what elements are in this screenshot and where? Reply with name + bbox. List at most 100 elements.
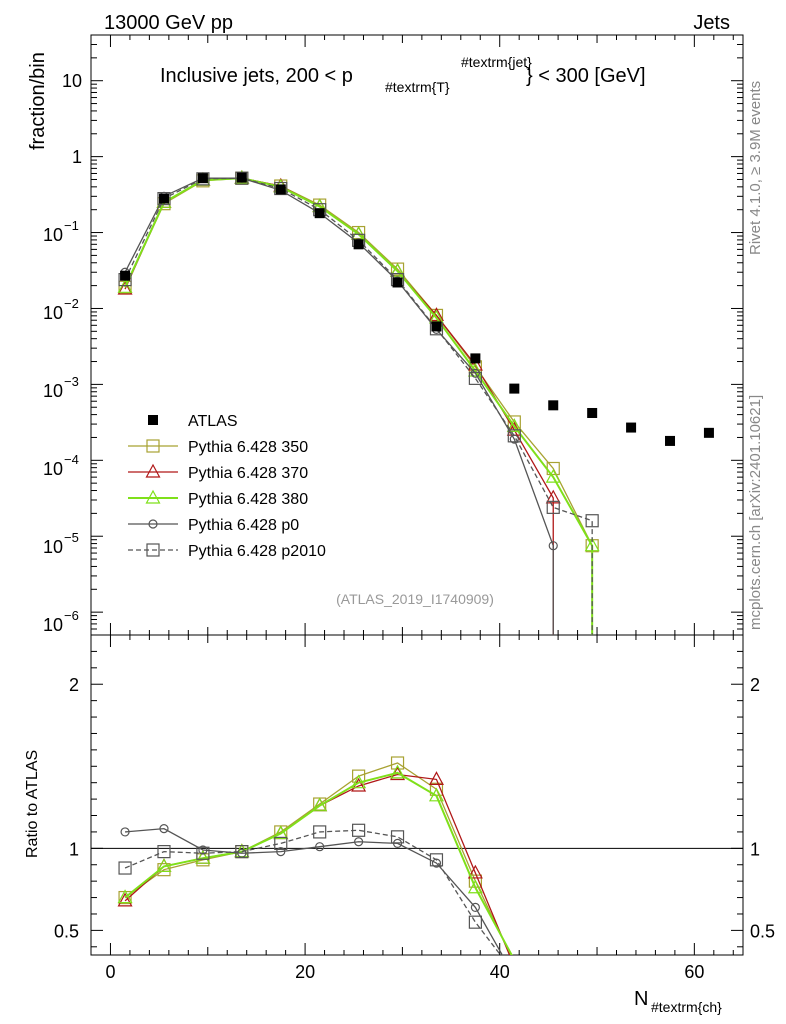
ratio-data-point (467, 879, 483, 894)
series-atlas (120, 172, 714, 446)
ytick-label-1: 1 (72, 147, 82, 167)
ratio-data-point (390, 830, 405, 844)
data-point (584, 537, 600, 552)
ytick-exp-em1: −1 (64, 218, 79, 233)
data-point (392, 277, 403, 288)
ratio-data-point (118, 861, 132, 875)
ytick-exp-em6: −6 (64, 608, 79, 623)
xlabel-main: N (634, 988, 648, 1010)
legend-marker (146, 543, 160, 557)
ratio-data-point (235, 845, 249, 859)
ratio-axis-ticks: 0 20 40 60 0.5 0.5 1 1 2 2 (54, 635, 775, 982)
title-sub: #textrm{T} (385, 79, 450, 95)
legend-entry: Pythia 6.428 370 (128, 463, 308, 482)
ratio-data-point (428, 771, 444, 786)
xlabel-sub: #textrm{ch} (651, 999, 722, 1015)
ratio-data-point (354, 837, 364, 847)
data-point (117, 279, 133, 293)
legend-entry: Pythia 6.428 p2010 (128, 543, 326, 560)
ratio-ytick-label-left: 2 (69, 675, 79, 695)
data-point (431, 321, 442, 332)
xtick-label: 40 (490, 962, 510, 982)
ratio-series-pythia-6-428-p2010 (118, 823, 502, 955)
ratio-data-point (467, 864, 483, 879)
ratio-data-point (276, 847, 286, 857)
ratio-data-point (312, 797, 328, 812)
ratio-series-pythia-6-428-380 (117, 764, 513, 955)
ratio-data-point (315, 842, 325, 852)
ratio-data-point (428, 787, 444, 802)
legend-label: Pythia 6.428 p0 (188, 517, 299, 534)
legend-marker (148, 519, 158, 529)
xtick-label: 20 (295, 962, 315, 982)
analysis-id: (ATLAS_2019_I1740909) (336, 591, 494, 607)
series-line (124, 177, 554, 635)
xlabel: N #textrm{ch} (634, 988, 722, 1015)
ratio-data-point (470, 902, 480, 913)
data-point (275, 184, 286, 195)
ratio-data-point (429, 853, 444, 867)
data-point (353, 239, 364, 250)
legend-marker (145, 489, 161, 504)
legend-marker (145, 463, 161, 478)
data-point (390, 262, 406, 277)
ratio-data-point (390, 764, 406, 779)
legend-entry: ATLAS (148, 413, 238, 430)
ratio-data-point (120, 827, 130, 837)
ytick-label-em4: 10 (43, 459, 63, 479)
ratio-data-point (468, 915, 482, 929)
ratio-data-point (198, 845, 208, 855)
data-point (236, 172, 247, 183)
ratio-data-point (196, 846, 210, 860)
main-axis-ticks (91, 34, 743, 636)
ytick-exp-em2: −2 (64, 296, 79, 311)
data-point (665, 435, 676, 446)
ytick-label-em6: 10 (43, 615, 63, 635)
ytick-exp-em5: −5 (64, 530, 79, 545)
ytick-label-em1: 10 (43, 225, 63, 245)
legend-marker (146, 439, 160, 453)
legend-label: Pythia 6.428 p2010 (188, 543, 326, 560)
data-point (470, 353, 481, 364)
ratio-panel-frame (90, 634, 744, 956)
ratio-data-point (156, 858, 172, 872)
data-point (585, 514, 599, 528)
data-point (157, 191, 171, 206)
data-point (274, 181, 288, 196)
ratio-ytick-label-left: 0.5 (54, 921, 79, 941)
rivet-label: Rivet 4.1.0, ≥ 3.9M events (747, 81, 764, 255)
legend-entry: Pythia 6.428 p0 (128, 517, 299, 534)
data-point (548, 541, 558, 551)
data-point (548, 400, 559, 411)
data-point (196, 172, 210, 186)
data-point (314, 208, 325, 219)
ratio-data-point (351, 774, 367, 789)
data-point (545, 468, 561, 483)
main-ytick-labels: 10 1 10 −1 10 −2 10 −3 10 −4 10 −5 10 −6 (43, 71, 82, 635)
ratio-ytick-label-left: 1 (69, 839, 79, 859)
xtick-label: 60 (684, 962, 704, 982)
ratio-series-pythia-6-428-370 (117, 766, 511, 955)
ytick-label-10: 10 (62, 71, 82, 91)
ratio-ytick-label-right: 2 (750, 675, 760, 695)
series-pythia-6-428-p0 (120, 173, 558, 635)
data-point (235, 171, 249, 185)
ratio-series-pythia-6-428-350 (118, 756, 512, 955)
ratio-data-point (274, 836, 288, 851)
legend-label: ATLAS (188, 413, 238, 430)
ytick-exp-em3: −3 (64, 374, 79, 389)
data-point (120, 270, 131, 281)
main-ylabel: fraction/bin (27, 52, 49, 150)
title-prefix: Inclusive jets, 200 < p (160, 65, 353, 87)
legend-entry: Pythia 6.428 380 (128, 489, 308, 508)
series-line (124, 177, 554, 635)
header-right: Jets (693, 12, 730, 34)
data-point (545, 489, 561, 504)
main-title: Inclusive jets, 200 < p #textrm{T} #text… (160, 54, 646, 95)
legend-label: Pythia 6.428 380 (188, 491, 308, 508)
legend: ATLAS Pythia 6.428 350 Pythia 6.428 370 Pyt… (128, 413, 326, 560)
series-pythia-6-428-p2010 (118, 171, 599, 635)
xtick-label: 0 (105, 962, 115, 982)
ratio-ytick-label-right: 0.5 (750, 921, 775, 941)
